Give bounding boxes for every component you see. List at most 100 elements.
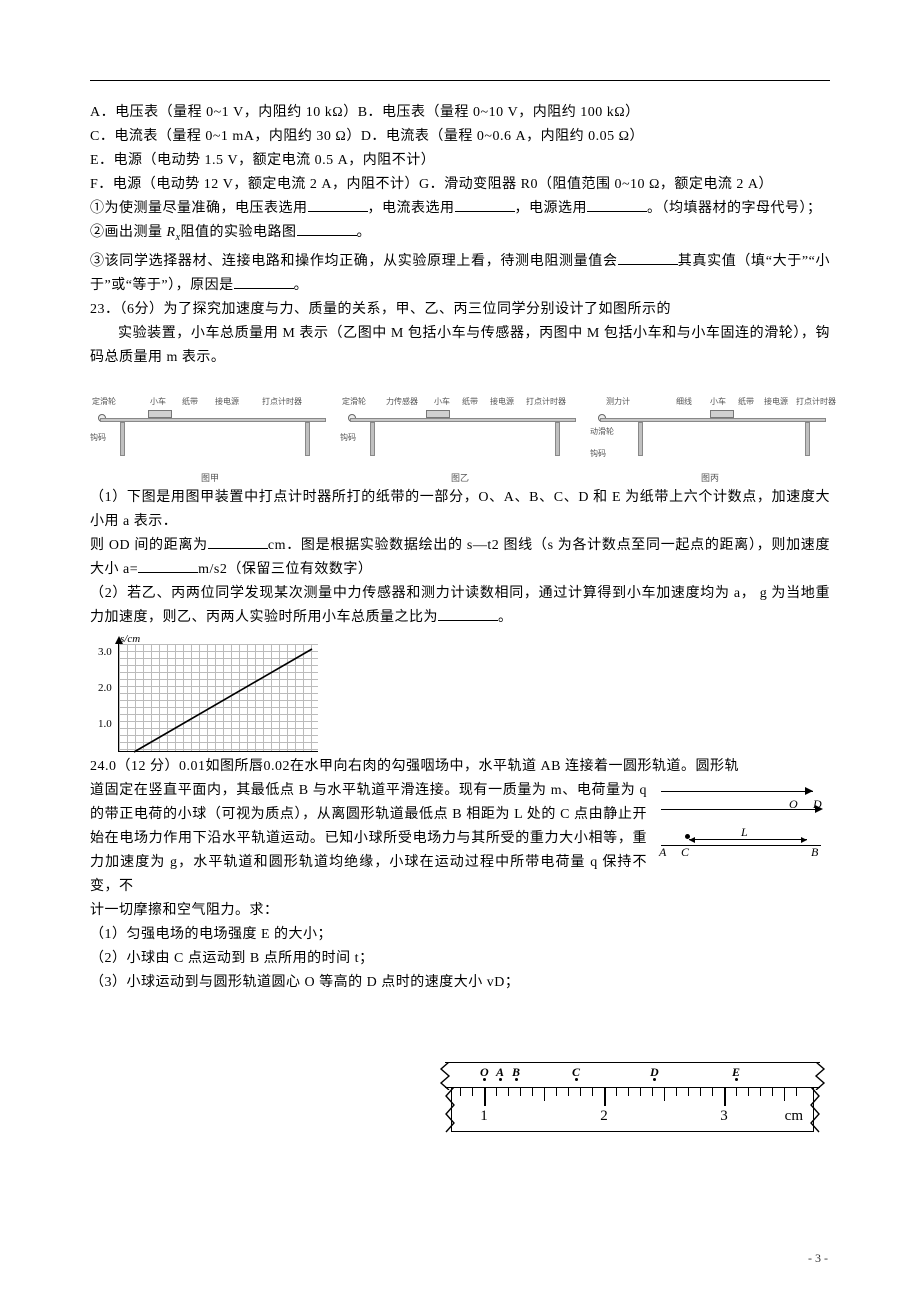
chart-line <box>90 634 330 769</box>
lbl-gouma: 钩码 <box>340 432 356 443</box>
ruler-minor-tick <box>748 1088 749 1096</box>
lbl-celiji: 测力计 <box>606 396 630 407</box>
efield-line-top <box>661 791 813 793</box>
page-number: - 3 - <box>808 1251 828 1266</box>
tape-dot-label: O <box>480 1065 489 1080</box>
blank <box>455 198 515 212</box>
tape-dot-label: A <box>496 1065 504 1080</box>
lbl-gouma: 钩码 <box>90 432 106 443</box>
lbl-timer: 打点计时器 <box>796 396 836 407</box>
table-leg <box>305 422 310 456</box>
q22-2b: 阻值的实验电路图 <box>181 225 297 240</box>
ruler-minor-tick <box>784 1088 785 1101</box>
q23-p1: （1）下图是用图甲装置中打点计时器所打的纸带的一部分，O、A、B、C、D 和 E… <box>90 486 830 534</box>
ruler-figure: OABCDE 123 cm <box>445 1062 820 1132</box>
lbl-C: C <box>681 845 689 860</box>
opt-e: E．电源（电动势 1.5 V，额定电流 0.5 A，内阻不计） <box>90 149 830 173</box>
ruler-major-label: 3 <box>720 1108 728 1125</box>
q24-s1: （1）匀强电场的电场强度 E 的大小； <box>90 923 830 947</box>
q22-1b: ，电流表选用 <box>368 201 455 216</box>
ruler-minor-tick <box>628 1088 629 1096</box>
lbl-cord: 细线 <box>676 396 692 407</box>
ruler-minor-tick <box>616 1088 617 1096</box>
lbl-tape: 纸带 <box>462 396 478 407</box>
opt-f: F．电源（电动势 12 V，额定电流 2 A，内阻不计）G．滑动变阻器 R0（阻… <box>90 173 830 197</box>
zigzag-left-icon <box>444 1087 458 1133</box>
ruler-major-label: 2 <box>600 1108 608 1125</box>
lbl-power: 接电源 <box>215 396 239 407</box>
blank <box>234 275 294 289</box>
table-top <box>350 418 576 422</box>
blank <box>438 607 498 621</box>
blank <box>308 198 368 212</box>
ruler-minor-tick <box>472 1088 473 1096</box>
zigzag-left-icon <box>439 1062 453 1090</box>
table-leg <box>805 422 810 456</box>
caption-jia: 图甲 <box>90 471 330 484</box>
ruler-minor-tick <box>688 1088 689 1096</box>
dim-L <box>689 839 807 840</box>
s-t2-chart: s/cm 3.02.01.0 <box>90 634 330 769</box>
table-leg <box>638 422 643 456</box>
lbl-timer: 打点计时器 <box>526 396 566 407</box>
tape-dot-label: E <box>732 1065 740 1080</box>
ruler-minor-tick <box>592 1088 593 1096</box>
lbl-sensor: 力传感器 <box>386 396 418 407</box>
ruler-minor-tick <box>700 1088 701 1096</box>
lbl-donghualun: 动滑轮 <box>590 426 614 437</box>
ruler-minor-tick <box>508 1088 509 1096</box>
lbl-gouma: 钩码 <box>590 448 606 459</box>
lbl-A: A <box>659 845 666 860</box>
q23-p3b: 。 <box>498 610 513 625</box>
lbl-pulley: 定滑轮 <box>92 396 116 407</box>
arrow-right-icon <box>815 805 823 813</box>
q22-1c: ，电源选用 <box>515 201 588 216</box>
q24-s3: （3）小球运动到与圆形轨道圆心 O 等高的 D 点时的速度大小 vD； <box>90 971 830 995</box>
ruler-scale: 1 2 3 cm <box>451 1088 814 1132</box>
top-rule <box>90 80 830 81</box>
lbl-tape: 纸带 <box>738 396 754 407</box>
ruler-major-tick <box>724 1088 726 1106</box>
rx-r: R <box>167 225 176 240</box>
tape-dot-label: C <box>572 1065 580 1080</box>
cart-icon <box>148 410 172 418</box>
q23-p2: 则 OD 间的距离为cm．图是根据实验数据绘出的 s—t2 图线（s 为各计数点… <box>90 534 830 582</box>
ruler-minor-tick <box>712 1088 713 1096</box>
ruler-minor-tick <box>796 1088 797 1096</box>
q24-l1: 24.0（12 分）0.01如图所唇0.02在水甲向右肉的勾强咽场中，水平轨道 … <box>90 755 830 779</box>
ruler-minor-tick <box>568 1088 569 1096</box>
lbl-B: B <box>811 845 818 860</box>
ruler-minor-tick <box>532 1088 533 1096</box>
table-leg <box>370 422 375 456</box>
arrow-right-icon <box>805 787 813 795</box>
apparatus-jia: 定滑轮 小车 纸带 接电源 打点计时器 钩码 图甲 <box>90 376 330 484</box>
tape-dot-label: D <box>650 1065 659 1080</box>
q24-s2: （2）小球由 C 点运动到 B 点所用的时间 t； <box>90 947 830 971</box>
ruler-minor-tick <box>556 1088 557 1096</box>
ruler-major-tick <box>604 1088 606 1106</box>
q22-1d: 。（均填器材的字母代号）； <box>647 201 822 216</box>
blank <box>297 222 357 236</box>
lbl-power: 接电源 <box>764 396 788 407</box>
apparatus-row: 定滑轮 小车 纸带 接电源 打点计时器 钩码 图甲 定滑轮 力传感器 小车 纸带… <box>90 376 830 484</box>
caption-bing: 图丙 <box>590 471 830 484</box>
ruler-unit: cm <box>785 1108 803 1125</box>
lbl-tape: 纸带 <box>182 396 198 407</box>
zigzag-right-icon <box>807 1087 821 1133</box>
q23-p2d: m/s2（保留三位有效数字） <box>198 562 372 577</box>
q22-3: ③该同学选择器材、连接电路和操作均正确，从实验原理上看，待测电阻测量值会其真实值… <box>90 250 830 298</box>
blank <box>208 535 268 549</box>
lbl-power: 接电源 <box>490 396 514 407</box>
q23-p2b: cm．图是根据实验数据绘出的 s—t <box>268 538 492 553</box>
ruler-minor-tick <box>640 1088 641 1096</box>
table-top <box>600 418 826 422</box>
ruler-major-label: 1 <box>480 1108 488 1125</box>
lbl-cart: 小车 <box>150 396 166 407</box>
apparatus-bing: 测力计 细线 小车 纸带 接电源 打点计时器 动滑轮 钩码 图丙 <box>590 376 830 484</box>
caption-yi: 图乙 <box>340 471 580 484</box>
table-leg <box>120 422 125 456</box>
ruler-minor-tick <box>520 1088 521 1096</box>
opt-c: C．电流表（量程 0~1 mA，内阻约 30 Ω）D．电流表（量程 0~0.6 … <box>90 125 830 149</box>
ruler-minor-tick <box>664 1088 665 1101</box>
ruler-minor-tick <box>760 1088 761 1096</box>
